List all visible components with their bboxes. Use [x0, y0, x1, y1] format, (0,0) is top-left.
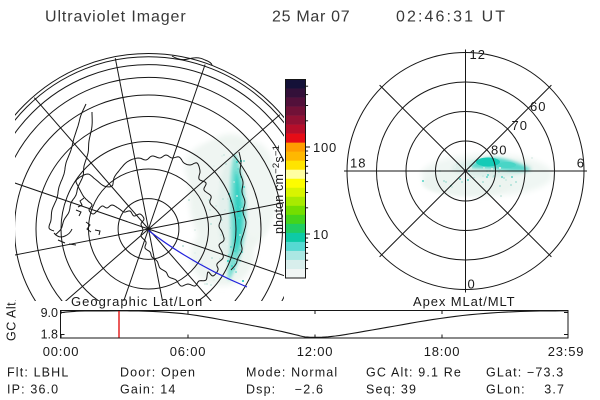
svg-text:GLat: −73.3: GLat: −73.3 — [486, 366, 564, 380]
svg-text:70: 70 — [512, 118, 528, 133]
svg-text:Dsp: −2.6: Dsp: −2.6 — [246, 383, 324, 397]
svg-text:9.0: 9.0 — [41, 306, 58, 320]
svg-text:25 Mar 07: 25 Mar 07 — [272, 9, 350, 26]
svg-text:Seq: 39: Seq: 39 — [366, 383, 417, 397]
svg-text:60: 60 — [530, 99, 546, 114]
svg-text:Door: Open: Door: Open — [120, 366, 196, 380]
svg-text:IP: 36.0: IP: 36.0 — [7, 383, 59, 397]
svg-text:10: 10 — [313, 227, 329, 242]
svg-text:06:00: 06:00 — [170, 344, 207, 359]
svg-text:18:00: 18:00 — [424, 344, 461, 359]
svg-text:0: 0 — [468, 277, 475, 292]
svg-text:GC Alt: 9.1 Re: GC Alt: 9.1 Re — [366, 366, 462, 380]
svg-text:GLon: 3.7: GLon: 3.7 — [486, 383, 565, 397]
svg-text:02:46:31 UT: 02:46:31 UT — [396, 9, 507, 26]
svg-text:Gain: 14: Gain: 14 — [120, 383, 176, 397]
svg-text:1.8: 1.8 — [41, 328, 58, 342]
svg-text:6: 6 — [577, 156, 584, 171]
svg-text:23:59: 23:59 — [548, 344, 585, 359]
svg-text:00:00: 00:00 — [43, 344, 80, 359]
svg-text:photon cm−2s−1: photon cm−2s−1 — [271, 145, 286, 234]
svg-text:Geographic Lat/Lon: Geographic Lat/Lon — [71, 294, 203, 309]
svg-text:80: 80 — [491, 143, 507, 158]
svg-text:Mode: Normal: Mode: Normal — [246, 366, 338, 380]
svg-text:Ultraviolet Imager: Ultraviolet Imager — [45, 9, 187, 26]
svg-text:18: 18 — [350, 156, 366, 171]
svg-text:GC Alt: GC Alt — [5, 302, 19, 341]
svg-text:100: 100 — [313, 140, 337, 155]
svg-text:12:00: 12:00 — [297, 344, 334, 359]
svg-text:Apex MLat/MLT: Apex MLat/MLT — [413, 294, 516, 309]
svg-text:Flt: LBHL: Flt: LBHL — [7, 366, 69, 380]
svg-text:12: 12 — [470, 47, 486, 62]
